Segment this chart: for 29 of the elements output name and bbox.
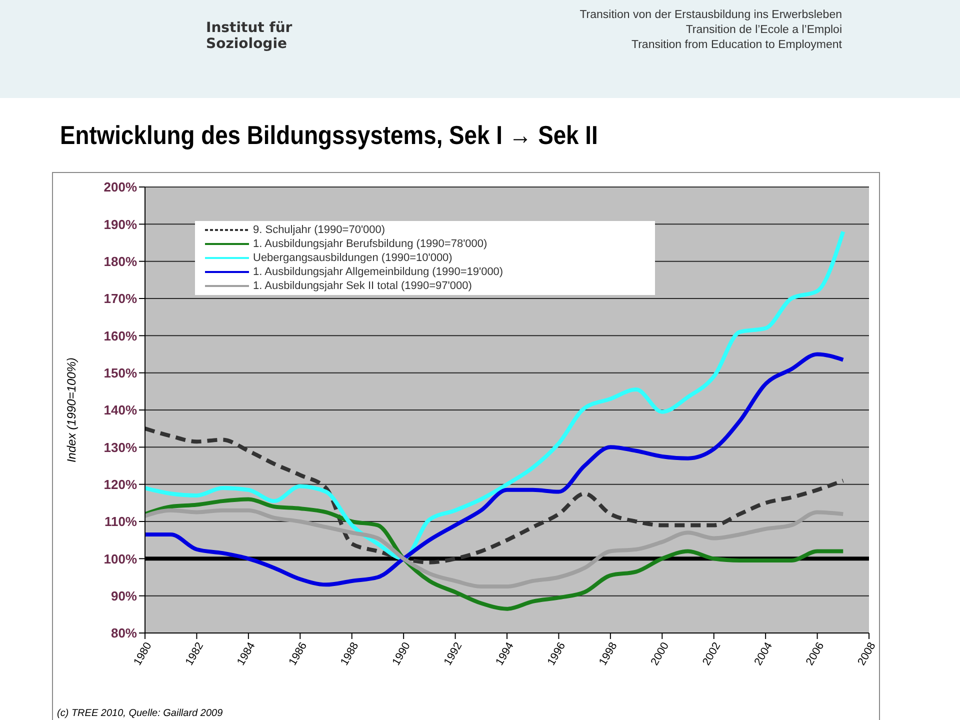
text: (c) TREE 2010, Quelle: Gaillard 2009 xyxy=(57,708,223,719)
y-tick-label: 90% xyxy=(110,588,138,604)
text: Transition von der Erstausbildung ins Erwerbsleben xyxy=(580,8,842,23)
y-tick-label: 190% xyxy=(104,216,138,232)
line-series xyxy=(145,426,846,564)
y-tick-label: 120% xyxy=(104,476,138,492)
y-tick-label: 170% xyxy=(104,291,138,306)
y-tick-label: 140% xyxy=(104,402,138,418)
legend-label: 1. Ausbildungsjahr Berufsbildung (1990=78'000) xyxy=(253,237,488,251)
y-tick-label: 150% xyxy=(104,365,138,380)
line-series xyxy=(145,508,846,589)
y-tick-label: 180% xyxy=(104,254,138,269)
chart-title: Entwicklung des Bildungssystems, Sek I → Sek II xyxy=(60,120,598,151)
y-tick-label: 130% xyxy=(104,440,138,455)
legend-label: 1. Ausbildungsjahr Allgemeinbildung (1990=19'000) xyxy=(253,265,504,279)
y-axis-title: Index (1990=100%) xyxy=(64,357,78,463)
line-series xyxy=(145,352,846,587)
y-tick-label: 200% xyxy=(104,180,138,195)
text: Transition from Education to Employment xyxy=(630,38,842,53)
legend-label: 9. Schuljahr (1990=70'000) xyxy=(253,223,386,237)
y-tick-label: 80% xyxy=(110,626,138,641)
text: Institut für Soziologie xyxy=(206,20,294,52)
y-tick-label: 160% xyxy=(104,328,138,344)
y-tick-label: 110% xyxy=(104,514,138,530)
text: Transition de l’Ecole a l’Emploi xyxy=(684,23,842,38)
legend-label: 1. Ausbildungsjahr Sek II total (1990=97'000) xyxy=(253,279,472,293)
y-tick-label: 100% xyxy=(104,551,138,566)
legend-label: Uebergangsausbildungen (1990=10'000) xyxy=(253,251,452,265)
line-series xyxy=(145,497,846,611)
